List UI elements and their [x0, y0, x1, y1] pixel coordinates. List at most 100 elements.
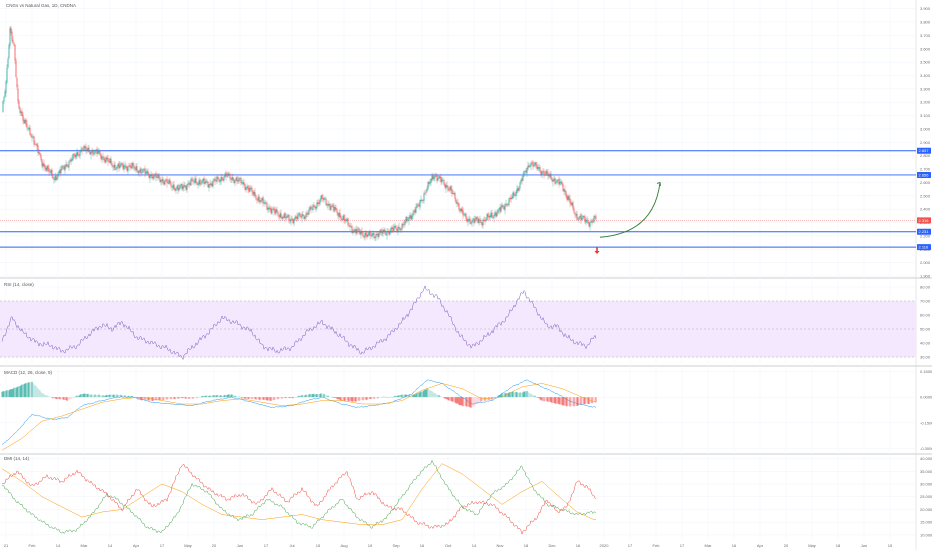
- horizontal-levels[interactable]: [0, 150, 916, 248]
- macd-histogram-bar: [272, 397, 274, 400]
- candle-body: [492, 217, 494, 218]
- drawing-annotations[interactable]: [594, 181, 661, 254]
- candle-body: [274, 210, 276, 214]
- macd-histogram-bar: [6, 390, 8, 398]
- macd-histogram-bar: [256, 397, 258, 400]
- macd-histogram-bar: [61, 397, 63, 399]
- candle-body: [167, 182, 169, 184]
- macd-histogram-bar: [118, 395, 120, 398]
- candle-body: [579, 215, 581, 218]
- candle-body: [501, 205, 503, 208]
- candle-body: [151, 174, 153, 179]
- macd-histogram-bar: [108, 394, 110, 398]
- candle-body: [454, 192, 456, 199]
- macd-histogram-bar: [123, 395, 125, 398]
- macd-histogram-bar: [84, 393, 86, 398]
- candle-body: [417, 204, 419, 206]
- candle-body: [460, 208, 462, 212]
- candle-body: [372, 233, 374, 235]
- candle-body: [147, 171, 149, 175]
- macd-histogram-bar: [31, 381, 33, 398]
- candle-body: [568, 195, 570, 200]
- candle-body: [136, 166, 138, 172]
- candle-body: [490, 212, 492, 217]
- price-tick-label: 3.100: [920, 113, 931, 118]
- candle-body: [356, 228, 358, 234]
- candle-body: [116, 166, 118, 170]
- candle-body: [375, 233, 377, 238]
- macd-histogram-bar: [124, 395, 126, 398]
- macd-histogram-bar: [232, 394, 234, 398]
- candle-body: [226, 175, 228, 177]
- candle-body: [103, 156, 105, 161]
- candle-body: [479, 219, 481, 221]
- macd-histogram-bar: [58, 397, 60, 399]
- macd-histogram-bar: [438, 395, 440, 398]
- macd-histogram-bar: [33, 384, 35, 398]
- candle-body: [284, 212, 286, 219]
- candle-body: [592, 221, 594, 223]
- candle-body: [220, 177, 222, 182]
- macd-pane[interactable]: [1, 379, 597, 451]
- candle-body: [309, 207, 311, 210]
- macd-histogram-bar: [221, 395, 223, 398]
- candle-body: [227, 173, 229, 177]
- candle-body: [194, 178, 196, 184]
- candle-body: [315, 206, 317, 209]
- candle-body: [59, 169, 61, 174]
- macd-histogram-bar: [51, 397, 53, 398]
- candle-body: [450, 185, 452, 191]
- macd-histogram-bar: [335, 397, 337, 398]
- macd-histogram-bar: [594, 397, 596, 403]
- candle-body: [541, 171, 543, 175]
- price-pane[interactable]: [2, 26, 597, 242]
- candle-body: [85, 146, 87, 151]
- candle-body: [304, 216, 306, 219]
- rsi-pane[interactable]: [0, 285, 916, 361]
- candle-body: [204, 181, 206, 184]
- candle-body: [572, 202, 574, 209]
- candle-body: [202, 179, 204, 182]
- dmi-pane[interactable]: [1, 459, 597, 535]
- candle-body: [254, 192, 256, 196]
- candle-body: [346, 218, 348, 221]
- candle-body: [594, 215, 596, 218]
- x-tick-label: 17: [264, 543, 269, 548]
- candle-body: [155, 173, 157, 178]
- macd-histogram-bar: [44, 394, 46, 398]
- candle-body: [253, 191, 255, 196]
- candle-body: [296, 216, 298, 219]
- macd-histogram-bar: [81, 394, 83, 398]
- candle-body: [403, 224, 405, 225]
- candle-body: [394, 225, 396, 228]
- macd-histogram-bar: [213, 395, 215, 398]
- macd-histogram-bar: [168, 397, 170, 399]
- candle-body: [17, 88, 19, 102]
- candle-body: [144, 168, 146, 174]
- rsi-pane-title: RSI (14, close): [4, 282, 34, 287]
- price-tick-label: 3.500: [920, 60, 931, 65]
- candle-body: [228, 173, 230, 175]
- macd-histogram-bar: [188, 397, 190, 399]
- macd-histogram-bar: [554, 397, 556, 404]
- candle-body: [419, 200, 421, 208]
- candle-body: [370, 235, 372, 236]
- macd-histogram-bar: [403, 395, 405, 398]
- candle-body: [297, 214, 299, 220]
- macd-histogram-bar: [362, 397, 364, 401]
- candle-body: [198, 180, 200, 185]
- candle-body: [81, 148, 83, 152]
- macd-histogram-bar: [467, 397, 469, 407]
- candle-body: [232, 177, 234, 181]
- x-tick-label: May: [184, 543, 192, 548]
- candle-body: [399, 227, 401, 231]
- candle-body: [353, 229, 355, 232]
- macd-histogram-bar: [375, 397, 377, 399]
- candle-body: [453, 193, 455, 195]
- candle-body: [516, 188, 518, 193]
- candle-body: [532, 162, 534, 167]
- macd-histogram-bar: [346, 397, 348, 401]
- candle-body: [535, 162, 537, 165]
- macd-histogram-bar: [11, 389, 13, 398]
